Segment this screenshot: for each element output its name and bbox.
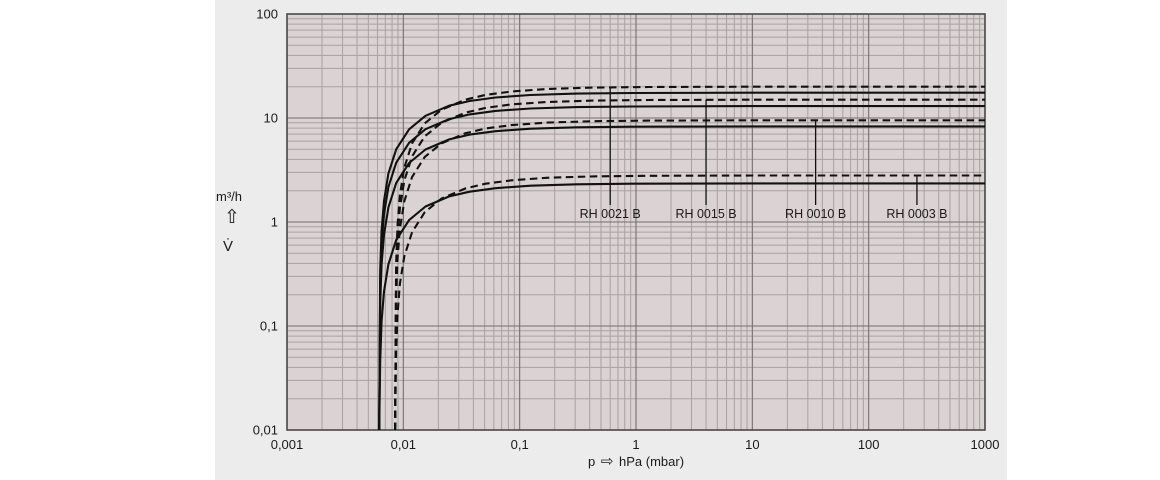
x-tick-label: 1000 bbox=[971, 437, 1000, 452]
series-label: RH 0010 B bbox=[785, 207, 846, 221]
y-tick-label: 100 bbox=[256, 7, 278, 22]
y-tick-label: 1 bbox=[271, 215, 278, 230]
y-tick-label: 0,01 bbox=[253, 423, 278, 438]
y-tick-label: 10 bbox=[264, 111, 278, 126]
x-tick-label: 100 bbox=[858, 437, 880, 452]
x-tick-label: 10 bbox=[745, 437, 759, 452]
series-label: RH 0015 B bbox=[675, 207, 736, 221]
x-axis-label: p ⇨ hPa (mbar) bbox=[287, 452, 985, 470]
right-arrow-icon: ⇨ bbox=[600, 453, 614, 470]
y-tick-label: 0,1 bbox=[260, 319, 278, 334]
curve-rh-0010-b-solid bbox=[378, 125, 985, 431]
curve-rh-0015-b-dashed bbox=[394, 98, 985, 431]
x-tick-label: 0,01 bbox=[391, 437, 416, 452]
curve-rh-0010-b-dashed bbox=[394, 119, 985, 431]
up-arrow-icon: ⇧ bbox=[224, 207, 240, 228]
series-label: RH 0021 B bbox=[580, 207, 641, 221]
series-label: RH 0003 B bbox=[886, 207, 947, 221]
plot-border bbox=[286, 13, 986, 431]
curve-rh-0003-b-dashed bbox=[394, 174, 985, 431]
x-axis-unit: hPa (mbar) bbox=[619, 454, 685, 469]
x-axis-quantity: p bbox=[587, 454, 596, 469]
x-tick-label: 0,1 bbox=[511, 437, 529, 452]
y-axis-unit-label: m³/h bbox=[216, 189, 242, 204]
y-axis-symbol: V̇ bbox=[223, 238, 234, 255]
x-tick-label: 1 bbox=[632, 437, 639, 452]
x-tick-label: 0,001 bbox=[271, 437, 304, 452]
curve-rh-0021-b-dashed bbox=[394, 85, 985, 431]
